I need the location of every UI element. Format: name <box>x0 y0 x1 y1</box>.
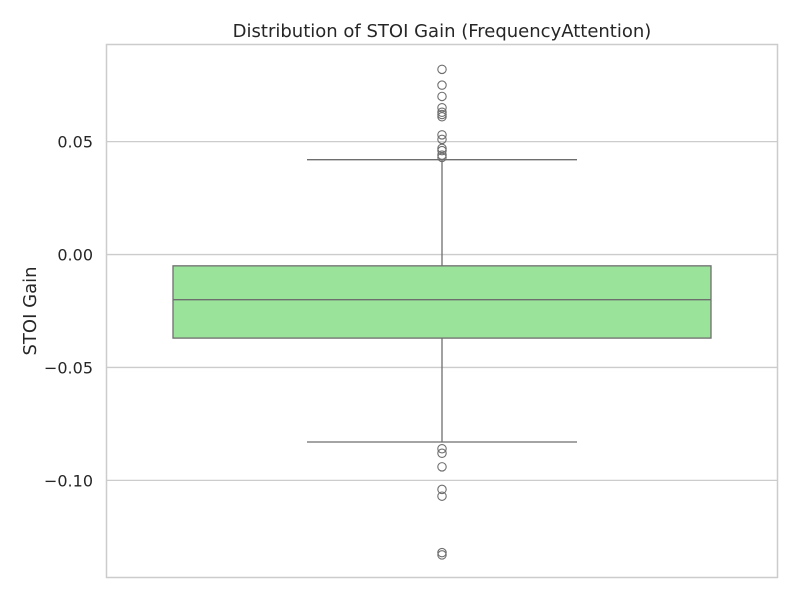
outlier-point <box>437 134 447 145</box>
outlier-point <box>437 112 447 122</box>
outlier-point <box>437 547 447 558</box>
outlier-point <box>437 448 447 459</box>
outlier-point <box>437 491 447 501</box>
outlier-point <box>437 152 447 163</box>
y-tick-labels: 0.05 0.00 −0.05 −0.10 <box>44 133 93 491</box>
chart-title: Distribution of STOI Gain (FrequencyAtte… <box>233 21 652 42</box>
outlier-point <box>437 64 447 75</box>
y-tick-label: 0.05 <box>57 133 93 152</box>
outliers <box>437 64 447 560</box>
outlier-point <box>437 444 447 454</box>
outlier-point <box>437 130 447 140</box>
outlier-point <box>437 150 447 160</box>
iqr-box <box>172 265 712 339</box>
y-tick-label: −0.05 <box>44 358 93 377</box>
outlier-point <box>437 462 447 472</box>
outlier-point <box>437 143 447 154</box>
y-axis-label: STOI Gain <box>20 266 41 355</box>
y-tick-label: 0.00 <box>57 246 93 265</box>
outlier-point <box>437 145 447 156</box>
boxplot <box>172 159 712 443</box>
outlier-point <box>437 102 447 113</box>
outlier-point <box>437 107 447 118</box>
outlier-point <box>437 484 447 495</box>
outlier-point <box>437 91 447 102</box>
outlier-point <box>437 550 447 560</box>
outlier-point <box>437 109 447 120</box>
outlier-point <box>437 80 447 90</box>
y-tick-label: −0.10 <box>44 471 93 490</box>
